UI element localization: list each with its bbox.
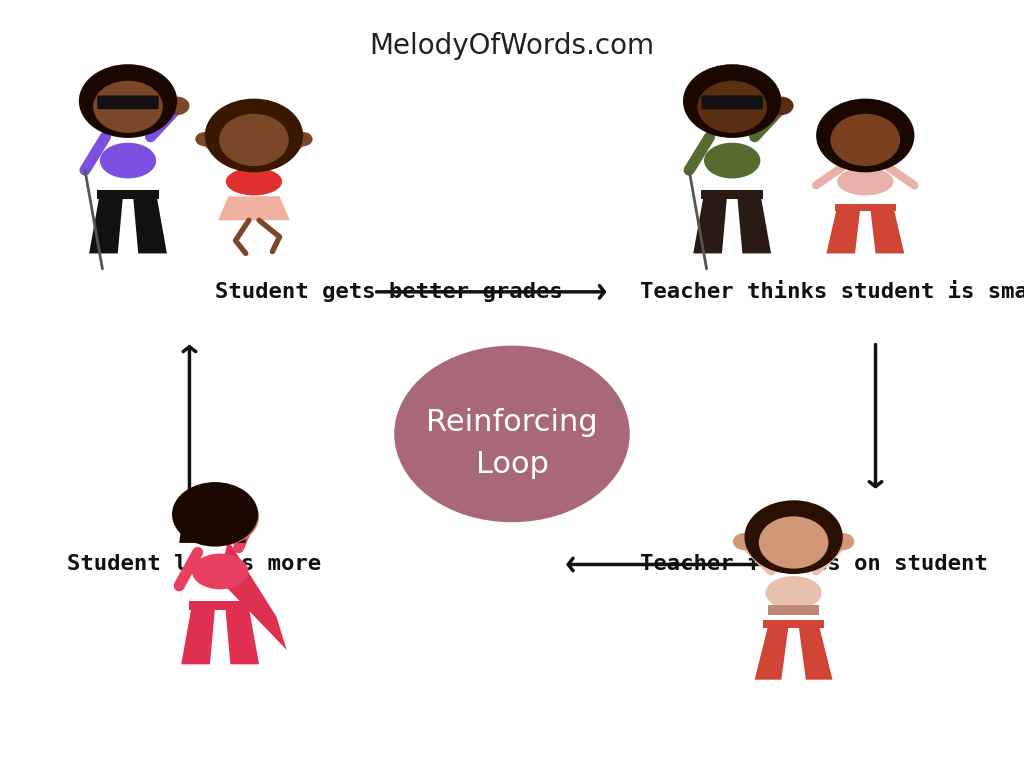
Polygon shape (799, 626, 833, 680)
Circle shape (769, 97, 794, 115)
FancyBboxPatch shape (701, 95, 763, 109)
Circle shape (93, 81, 163, 133)
Polygon shape (826, 209, 860, 253)
Circle shape (181, 488, 259, 546)
Ellipse shape (705, 143, 760, 178)
Circle shape (830, 114, 900, 166)
Polygon shape (737, 197, 771, 253)
FancyBboxPatch shape (114, 118, 142, 131)
Polygon shape (133, 197, 167, 253)
Circle shape (394, 346, 630, 522)
Circle shape (831, 533, 854, 550)
Text: Student learns more: Student learns more (67, 554, 321, 574)
FancyBboxPatch shape (240, 148, 268, 159)
Circle shape (683, 65, 781, 138)
Ellipse shape (766, 576, 821, 610)
FancyBboxPatch shape (701, 190, 763, 199)
Polygon shape (870, 209, 904, 253)
Circle shape (697, 81, 767, 133)
Ellipse shape (225, 167, 283, 195)
Polygon shape (179, 505, 246, 543)
Circle shape (89, 77, 167, 135)
FancyBboxPatch shape (206, 528, 234, 542)
Text: Student gets better grades: Student gets better grades (215, 282, 563, 302)
Polygon shape (181, 607, 215, 664)
Circle shape (205, 98, 303, 172)
Circle shape (79, 65, 177, 138)
Ellipse shape (837, 167, 893, 195)
Polygon shape (225, 607, 259, 664)
Circle shape (816, 98, 914, 172)
Circle shape (165, 97, 189, 115)
Text: Teacher focuses on student: Teacher focuses on student (640, 554, 988, 574)
FancyBboxPatch shape (189, 601, 251, 610)
Polygon shape (218, 541, 287, 650)
Circle shape (294, 132, 312, 146)
Circle shape (172, 482, 258, 547)
Ellipse shape (100, 143, 156, 178)
FancyBboxPatch shape (97, 95, 159, 109)
Ellipse shape (193, 554, 248, 589)
Text: Reinforcing: Reinforcing (426, 408, 598, 437)
Polygon shape (218, 197, 290, 220)
Circle shape (826, 110, 904, 168)
Polygon shape (755, 626, 788, 680)
Circle shape (744, 500, 843, 574)
Circle shape (215, 110, 293, 168)
Polygon shape (89, 197, 123, 253)
Circle shape (755, 512, 833, 571)
Text: Loop: Loop (475, 450, 549, 479)
FancyBboxPatch shape (97, 190, 159, 199)
Polygon shape (693, 197, 727, 253)
Circle shape (219, 114, 289, 166)
FancyBboxPatch shape (718, 118, 746, 131)
Circle shape (759, 516, 828, 568)
FancyBboxPatch shape (768, 605, 819, 615)
Text: MelodyOfWords.com: MelodyOfWords.com (370, 32, 654, 60)
Circle shape (733, 533, 756, 550)
FancyBboxPatch shape (763, 621, 824, 628)
Circle shape (693, 77, 771, 135)
Circle shape (196, 132, 214, 146)
Text: Teacher thinks student is smart: Teacher thinks student is smart (640, 282, 1024, 302)
FancyBboxPatch shape (851, 148, 880, 159)
FancyBboxPatch shape (835, 204, 896, 211)
FancyBboxPatch shape (779, 552, 808, 565)
